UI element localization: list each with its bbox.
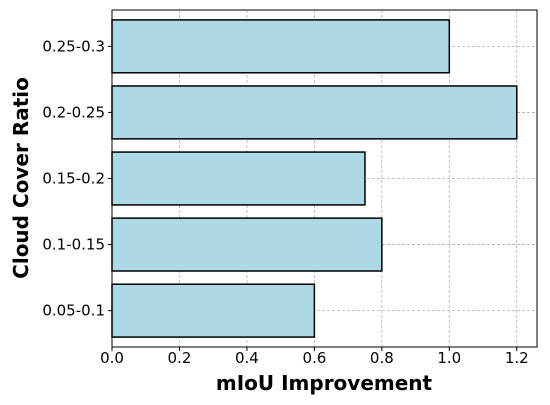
x-tick-label: 0.4 <box>235 349 259 367</box>
y-tick-label: 0.1-0.15 <box>42 236 105 254</box>
y-tick-label: 0.05-0.1 <box>42 302 105 320</box>
bar <box>111 217 383 272</box>
x-axis-label: mIoU Improvement <box>216 371 433 395</box>
y-axis-label: Cloud Cover Ratio <box>9 77 33 279</box>
x-tick-label: 1.0 <box>437 349 461 367</box>
y-tick-label: 0.2-0.25 <box>42 103 105 121</box>
bar <box>111 151 366 206</box>
bar <box>111 283 316 338</box>
x-tick-label: 0.2 <box>168 349 192 367</box>
x-tick-label: 1.2 <box>505 349 529 367</box>
y-tick-label: 0.25-0.3 <box>42 37 105 55</box>
x-tick-label: 0.0 <box>100 349 124 367</box>
bar <box>111 85 518 140</box>
x-tick-label: 0.8 <box>370 349 394 367</box>
plot-frame <box>111 9 538 348</box>
bar <box>111 19 451 74</box>
y-tick-label: 0.15-0.2 <box>42 170 105 188</box>
x-tick-label: 0.6 <box>302 349 326 367</box>
